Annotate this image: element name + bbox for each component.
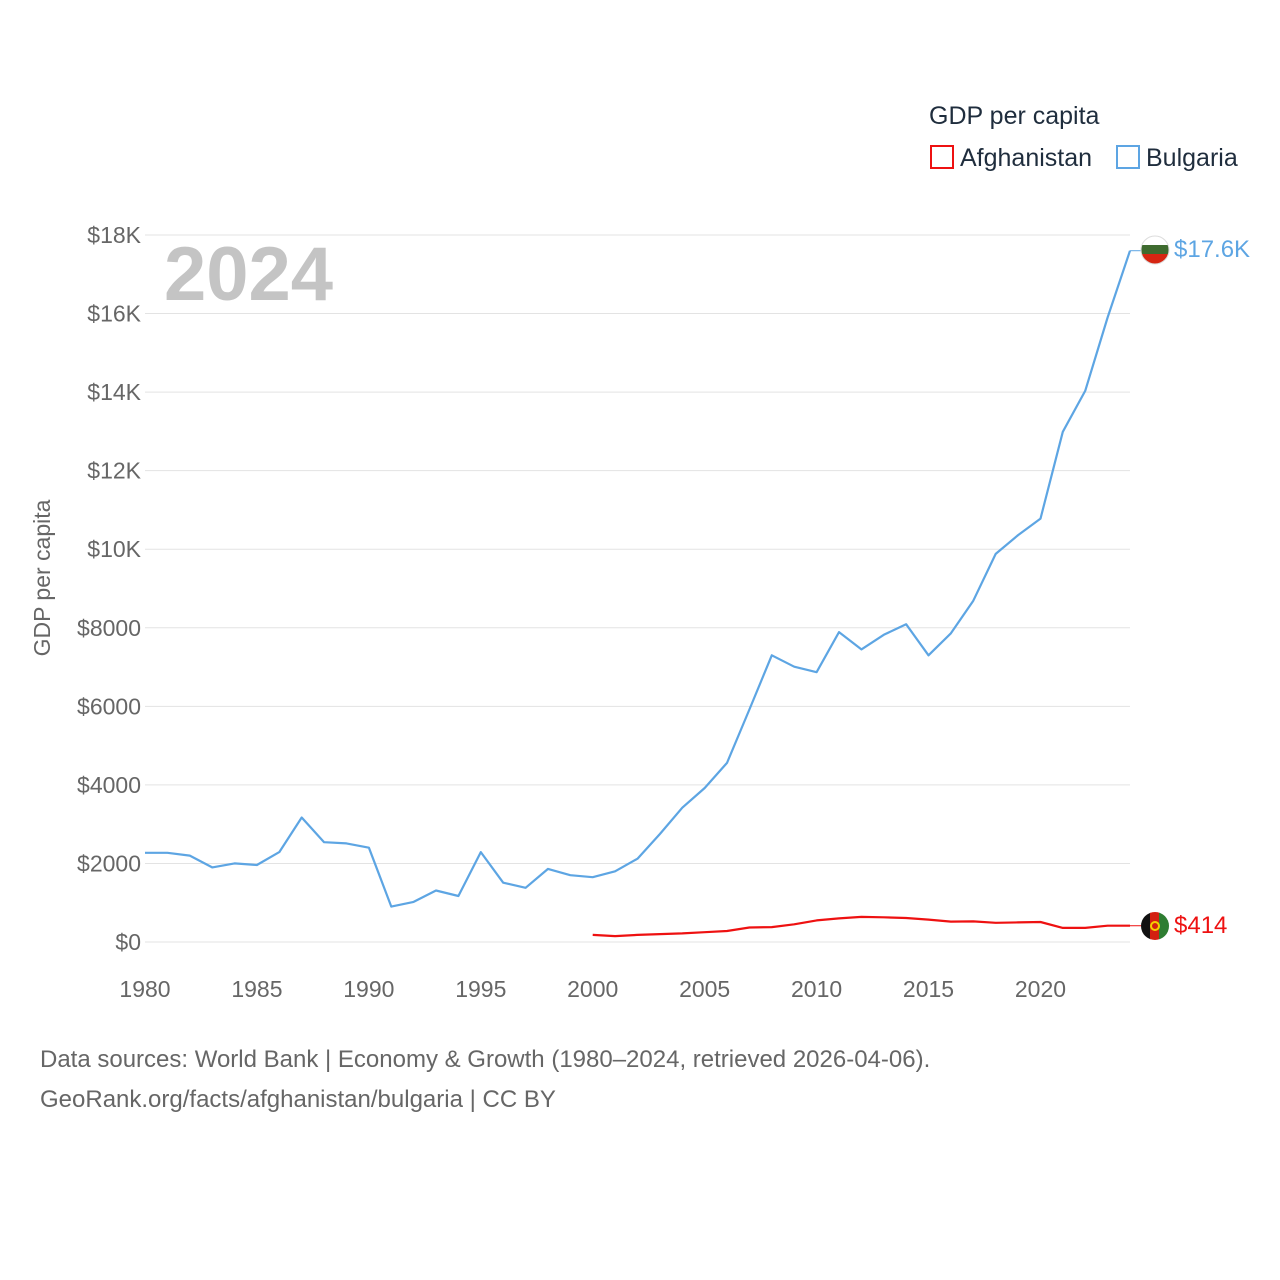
y-tick-label: $10K (87, 536, 141, 562)
gridlines (145, 234, 1130, 943)
y-tick-label: $8000 (77, 615, 141, 641)
x-axis-ticks: 1980 1985 1990 1995 2000 2005 2010 2015 2020 (119, 976, 1066, 1002)
legend: GDP per capita Afghanistan Bulgaria (929, 102, 1238, 172)
y-tick-label: $18K (87, 222, 141, 248)
x-tick-label: 1980 (119, 976, 170, 1002)
series-line-bulgaria (145, 250, 1132, 908)
x-tick-label: 1985 (231, 976, 282, 1002)
y-tick-label: $16K (87, 301, 141, 327)
y-axis-ticks: $0 $2000 $4000 $6000 $8000 $10K $12K $14K $16K $1… (77, 222, 142, 955)
footer: Data sources: World Bank | Economy & Gro… (40, 1040, 930, 1120)
y-tick-label: $14K (87, 379, 141, 405)
year-label: 2024 (164, 232, 333, 317)
y-tick-label: $2000 (77, 850, 141, 876)
bulgaria-end-label: $17.6K (1174, 236, 1250, 263)
afghanistan-end-label: $414 (1174, 912, 1227, 939)
x-tick-label: 2000 (567, 976, 618, 1002)
legend-swatch-afghanistan[interactable] (930, 145, 954, 169)
y-axis-title: GDP per capita (29, 499, 55, 656)
y-tick-label: $6000 (77, 693, 141, 719)
x-tick-label: 1995 (455, 976, 506, 1002)
y-tick-label: $4000 (77, 772, 141, 798)
series-line-afghanistan (592, 915, 1130, 938)
x-tick-label: 2005 (679, 976, 730, 1002)
legend-title: GDP per capita (929, 102, 1100, 130)
legend-swatch-bulgaria[interactable] (1116, 145, 1140, 169)
bulgaria-flag (1140, 235, 1170, 265)
legend-label-bulgaria[interactable]: Bulgaria (1146, 144, 1238, 172)
x-tick-label: 2020 (1015, 976, 1066, 1002)
y-tick-label: $12K (87, 458, 141, 484)
x-tick-label: 2015 (903, 976, 954, 1002)
y-tick-label: $0 (115, 929, 141, 955)
x-tick-label: 2010 (791, 976, 842, 1002)
afghanistan-flag (1141, 912, 1169, 940)
data-source-note: Data sources: World Bank | Economy & Gro… (40, 1046, 931, 1073)
source-url: GeoRank.org/facts/afghanistan/bulgaria |… (40, 1086, 556, 1113)
series-lines (145, 250, 1141, 938)
x-tick-label: 1990 (343, 976, 394, 1002)
legend-label-afghanistan[interactable]: Afghanistan (960, 144, 1092, 172)
